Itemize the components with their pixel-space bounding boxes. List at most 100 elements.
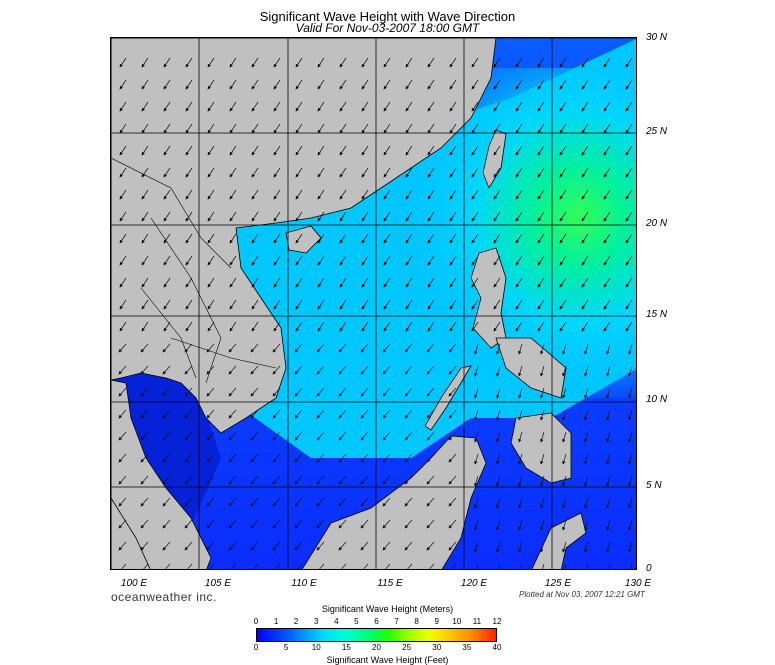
wave-arrow — [229, 211, 237, 222]
wave-arrow — [272, 563, 281, 569]
wave-arrow — [625, 299, 633, 310]
wave-arrow — [295, 321, 303, 332]
wave-arrow — [520, 563, 523, 569]
wave-arrow — [404, 541, 413, 551]
wave-arrow — [518, 497, 523, 509]
wave-arrow — [471, 233, 479, 244]
wave-arrow — [184, 541, 193, 551]
wave-arrow — [625, 189, 633, 200]
wave-arrow — [228, 497, 237, 507]
map-title: Significant Wave Height with Wave Direct… — [259, 9, 516, 24]
wave-arrow — [361, 299, 369, 310]
wave-arrow — [251, 255, 259, 266]
wave-arrow — [272, 541, 281, 551]
wave-arrow — [404, 475, 413, 485]
wave-arrow — [228, 519, 237, 529]
wave-arrow — [119, 321, 127, 332]
wave-arrow — [207, 255, 215, 266]
wave-arrow — [118, 541, 127, 551]
wave-arrow — [185, 233, 193, 244]
map-canvas — [111, 38, 636, 569]
wave-arrow — [317, 123, 325, 134]
wave-arrow — [339, 321, 347, 332]
wave-arrow — [449, 189, 457, 200]
wave-arrow — [316, 365, 325, 375]
wave-height-colorbar — [256, 628, 497, 642]
wave-arrow — [518, 365, 523, 377]
wave-arrow — [119, 299, 127, 310]
wave-arrow — [316, 431, 325, 441]
wave-arrow — [184, 453, 193, 463]
wave-arrow — [251, 233, 259, 244]
wave-arrow — [493, 167, 501, 178]
wave-arrow — [518, 431, 523, 443]
wave-arrow — [163, 123, 171, 134]
wave-arrow — [625, 123, 633, 134]
wave-arrow — [625, 255, 633, 266]
wave-arrow — [581, 189, 589, 200]
wave-arrow — [559, 57, 567, 68]
wave-arrow — [316, 497, 325, 507]
wave-arrow — [515, 189, 523, 200]
wave-arrow — [382, 453, 391, 463]
wave-arrow — [559, 277, 567, 288]
wave-arrow — [295, 145, 303, 156]
wave-arrow — [141, 211, 149, 222]
wave-arrow — [383, 189, 391, 200]
wave-arrow — [250, 453, 259, 463]
wave-arrow — [630, 563, 633, 569]
wave-arrow — [250, 497, 259, 507]
wave-arrow — [140, 497, 149, 507]
lat-label-10n: 10 N — [646, 394, 668, 405]
wave-arrow — [559, 189, 567, 200]
lon-label-100e: 100 E — [120, 578, 148, 589]
sulawesi-island — [531, 512, 587, 569]
colorbar-title-meters: Significant Wave Height (Meters) — [321, 604, 454, 614]
wave-arrow — [163, 211, 171, 222]
wave-arrow — [207, 233, 215, 244]
wave-arrow — [119, 167, 127, 178]
wave-arrow — [317, 299, 325, 310]
meters-tick-label: 9 — [434, 617, 439, 626]
wave-arrow — [537, 299, 545, 310]
wave-arrow — [251, 123, 259, 134]
wave-arrow — [162, 365, 171, 375]
wave-arrow — [581, 233, 589, 244]
wave-arrow — [141, 255, 149, 266]
wave-arrow — [229, 189, 237, 200]
wave-arrow — [496, 475, 501, 487]
wave-arrow — [207, 211, 215, 222]
wave-arrow — [493, 79, 501, 90]
wave-arrow — [471, 211, 479, 222]
wave-arrow — [405, 189, 413, 200]
wave-arrow — [294, 409, 303, 419]
wave-arrow — [382, 343, 391, 353]
wave-arrow — [537, 145, 545, 156]
wave-arrow — [628, 519, 633, 531]
wave-arrow — [250, 409, 259, 419]
wave-arrow — [184, 409, 193, 419]
wave-arrow — [474, 387, 479, 399]
wave-arrow — [118, 409, 127, 419]
wave-arrow — [603, 299, 611, 310]
wave-arrow — [338, 541, 347, 551]
wave-arrow — [360, 475, 369, 485]
wave-arrow — [184, 563, 193, 569]
wave-arrow — [273, 189, 281, 200]
wave-arrow — [625, 321, 633, 332]
wave-arrow — [251, 299, 259, 310]
wave-arrow — [360, 453, 369, 463]
wave-arrow — [559, 211, 567, 222]
sumatra-island — [111, 497, 151, 569]
wave-arrow — [581, 167, 589, 178]
wave-arrow — [515, 145, 523, 156]
wave-arrow — [496, 387, 501, 399]
wave-arrow — [606, 365, 611, 377]
wave-arrow — [141, 57, 149, 68]
wave-arrow — [228, 453, 237, 463]
wave-arrow — [584, 365, 589, 377]
wave-arrow — [603, 123, 611, 134]
wave-arrow — [162, 453, 171, 463]
feet-tick-label: 15 — [341, 643, 351, 652]
wave-arrow — [251, 189, 259, 200]
